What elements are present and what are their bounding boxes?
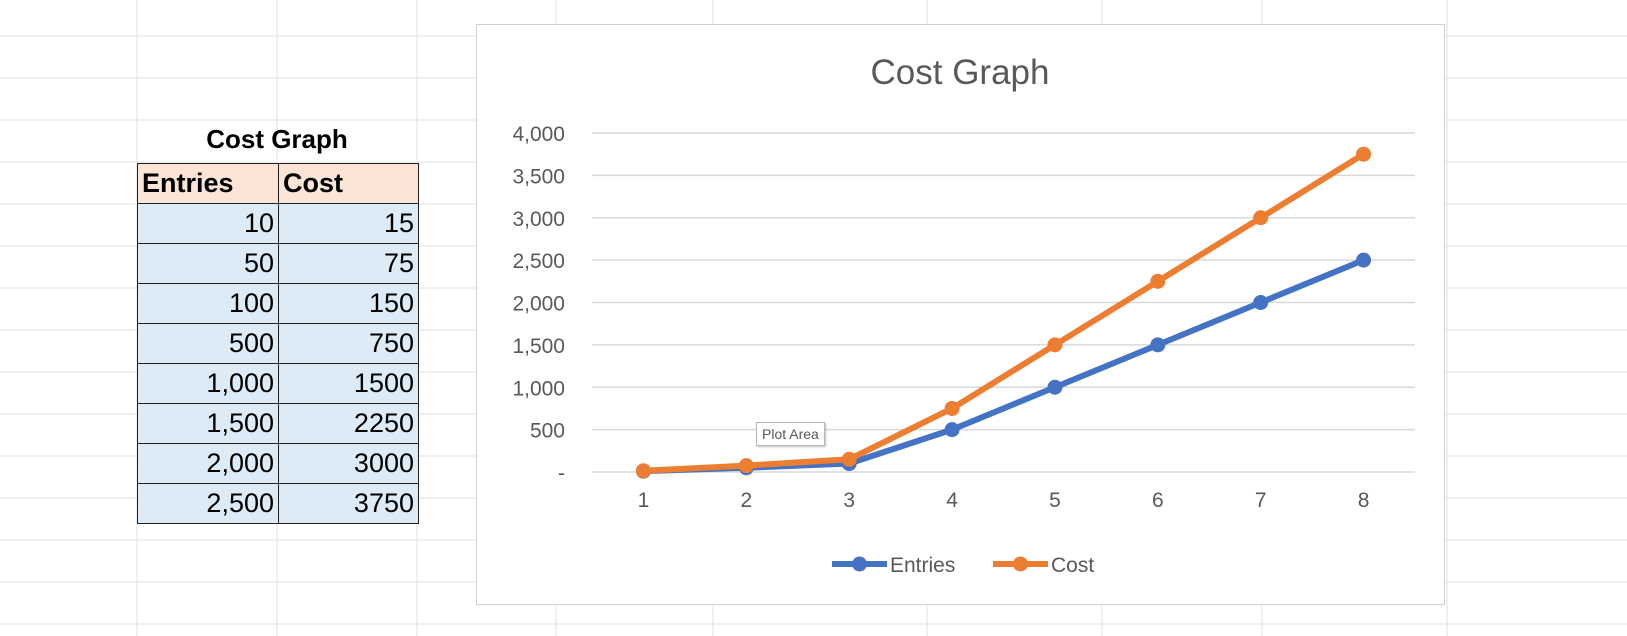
data-point-cost[interactable]: [1253, 210, 1269, 226]
x-tick-label: 8: [1358, 489, 1370, 512]
data-point-entries[interactable]: [944, 422, 960, 438]
series-line-entries[interactable]: [640, 257, 1367, 475]
data-point-cost[interactable]: [635, 463, 651, 479]
table-title: Cost Graph: [206, 124, 348, 154]
entries-cell[interactable]: 2,000: [137, 443, 279, 484]
cost-cell[interactable]: 2250: [278, 403, 419, 444]
y-tick-label: 500: [530, 420, 565, 443]
x-tick-label: 5: [1049, 489, 1061, 512]
header-cost[interactable]: Cost: [278, 163, 419, 204]
y-tick-label: -: [558, 462, 565, 485]
y-tick-label: 1,000: [512, 377, 565, 400]
legend-swatch-marker: [852, 556, 867, 572]
y-tick-label: 2,000: [512, 293, 565, 316]
header-entries[interactable]: Entries: [137, 163, 279, 204]
data-table: Entries Cost 10 15 50 75 100 150 500 750…: [137, 163, 419, 524]
entries-cell[interactable]: 1,500: [137, 403, 279, 444]
entries-cell[interactable]: 1,000: [137, 363, 279, 404]
entries-cell[interactable]: 50: [137, 243, 279, 284]
x-tick-label: 3: [843, 489, 855, 512]
chart-frame[interactable]: Cost Graph - 500 1,000 1,500 2,000 2,500 3,000 3…: [476, 24, 1445, 605]
legend-item-entries[interactable]: Entries: [832, 554, 955, 577]
entries-cell[interactable]: 100: [137, 283, 279, 324]
data-point-entries[interactable]: [1047, 379, 1063, 395]
data-point-entries[interactable]: [1150, 337, 1166, 353]
table-header-row: Entries Cost: [137, 163, 419, 204]
x-tick-label: 6: [1152, 489, 1164, 512]
series-line-cost[interactable]: [640, 151, 1367, 474]
x-tick-label: 7: [1255, 489, 1267, 512]
data-point-cost[interactable]: [738, 458, 754, 474]
legend-swatch-marker: [1013, 556, 1028, 572]
y-tick-label: 3,500: [512, 165, 565, 188]
cost-cell[interactable]: 150: [278, 283, 419, 324]
data-point-entries[interactable]: [1356, 252, 1372, 268]
y-tick-label: 1,500: [512, 335, 565, 358]
x-tick-label: 4: [946, 489, 958, 512]
cost-cell[interactable]: 75: [278, 243, 419, 284]
table-row: 10 15: [137, 203, 419, 244]
table-row: 100 150: [137, 283, 419, 324]
cost-cell[interactable]: 3000: [278, 443, 419, 484]
table-row: 50 75: [137, 243, 419, 284]
cost-cell[interactable]: 15: [278, 203, 419, 244]
legend-item-cost[interactable]: Cost: [993, 554, 1094, 577]
table-row: 1,500 2250: [137, 403, 419, 444]
cost-cell[interactable]: 3750: [278, 483, 419, 524]
cost-cell[interactable]: 750: [278, 323, 419, 364]
plot-area-tooltip: Plot Area: [756, 422, 825, 446]
legend-label: Cost: [1051, 554, 1094, 577]
chart-title: Cost Graph: [871, 53, 1050, 92]
x-tick-label: 1: [638, 489, 650, 512]
data-point-cost[interactable]: [1047, 337, 1063, 353]
line-chart: Cost Graph - 500 1,000 1,500 2,000 2,500 3,000 3…: [512, 53, 1415, 577]
y-tick-label: 4,000: [512, 123, 565, 146]
data-point-entries[interactable]: [1253, 295, 1269, 310]
data-point-cost[interactable]: [944, 400, 960, 416]
data-point-cost[interactable]: [841, 451, 857, 467]
y-tick-label: 2,500: [512, 250, 565, 273]
legend-label: Entries: [890, 554, 955, 577]
entries-cell[interactable]: 10: [137, 203, 279, 244]
entries-cell[interactable]: 2,500: [137, 483, 279, 524]
table-row: 500 750: [137, 323, 419, 364]
table-row: 1,000 1500: [137, 363, 419, 404]
cost-cell[interactable]: 1500: [278, 363, 419, 404]
x-tick-label: 2: [740, 489, 752, 512]
table-row: 2,000 3000: [137, 443, 419, 484]
data-point-cost[interactable]: [1150, 273, 1166, 289]
y-tick-label: 3,000: [512, 208, 565, 231]
data-point-cost[interactable]: [1356, 146, 1372, 162]
entries-cell[interactable]: 500: [137, 323, 279, 364]
table-row: 2,500 3750: [137, 483, 419, 524]
